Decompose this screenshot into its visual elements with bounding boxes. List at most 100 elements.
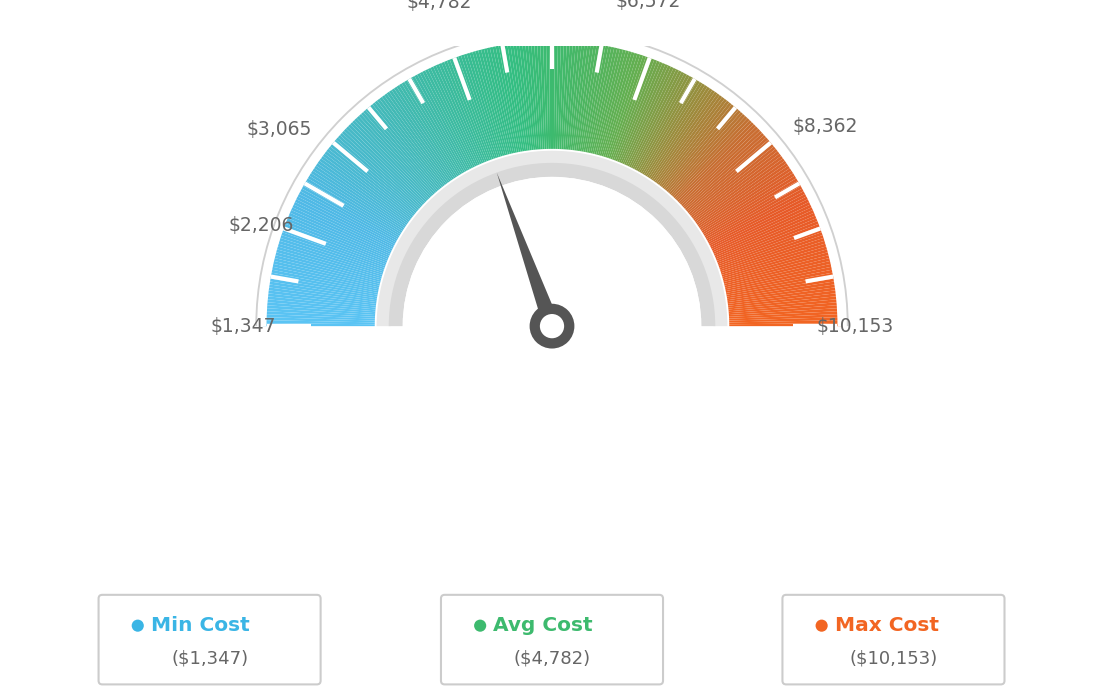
Wedge shape [647, 82, 710, 177]
Wedge shape [448, 55, 490, 161]
Wedge shape [459, 51, 497, 158]
Wedge shape [376, 150, 728, 326]
Wedge shape [290, 200, 392, 250]
Wedge shape [264, 299, 375, 311]
Wedge shape [726, 275, 837, 297]
Wedge shape [730, 323, 841, 326]
Wedge shape [297, 187, 396, 242]
Wedge shape [729, 308, 841, 317]
Wedge shape [639, 74, 697, 172]
Wedge shape [565, 38, 576, 150]
Text: $4,782: $4,782 [406, 0, 471, 12]
Text: $2,206: $2,206 [229, 216, 295, 235]
Text: ($4,782): ($4,782) [513, 649, 591, 667]
Wedge shape [424, 66, 475, 168]
Wedge shape [546, 37, 550, 149]
Wedge shape [720, 231, 826, 270]
Wedge shape [670, 111, 747, 196]
Wedge shape [607, 51, 645, 158]
Wedge shape [723, 251, 832, 282]
Wedge shape [681, 128, 765, 206]
Wedge shape [554, 37, 558, 149]
Wedge shape [552, 37, 555, 149]
Wedge shape [415, 70, 470, 170]
Wedge shape [719, 228, 825, 268]
Wedge shape [711, 197, 813, 249]
Wedge shape [346, 121, 426, 202]
Wedge shape [709, 190, 808, 244]
Wedge shape [265, 284, 376, 302]
FancyBboxPatch shape [783, 595, 1005, 684]
Wedge shape [705, 181, 804, 239]
Wedge shape [729, 293, 840, 308]
Wedge shape [608, 52, 647, 159]
Wedge shape [443, 57, 487, 162]
Text: $8,362: $8,362 [792, 117, 858, 137]
Wedge shape [386, 87, 453, 181]
Wedge shape [402, 77, 461, 175]
Wedge shape [724, 254, 832, 284]
Wedge shape [683, 132, 769, 209]
Wedge shape [580, 41, 601, 151]
Wedge shape [308, 168, 403, 231]
Wedge shape [680, 126, 763, 205]
FancyBboxPatch shape [98, 595, 320, 684]
Wedge shape [457, 52, 496, 159]
Wedge shape [284, 214, 389, 259]
Wedge shape [437, 59, 484, 164]
Wedge shape [566, 38, 580, 150]
Wedge shape [343, 124, 425, 204]
Wedge shape [305, 174, 402, 235]
Wedge shape [673, 115, 752, 198]
Wedge shape [277, 234, 384, 271]
Wedge shape [475, 47, 506, 155]
Wedge shape [265, 290, 376, 306]
Wedge shape [563, 37, 573, 149]
Wedge shape [327, 141, 415, 215]
Wedge shape [333, 135, 420, 210]
Wedge shape [725, 266, 836, 291]
Wedge shape [468, 48, 502, 157]
Wedge shape [693, 151, 784, 220]
Wedge shape [363, 106, 437, 192]
Wedge shape [672, 113, 750, 197]
Wedge shape [690, 144, 778, 216]
Wedge shape [480, 46, 510, 155]
Wedge shape [718, 226, 824, 266]
Wedge shape [270, 257, 380, 286]
Wedge shape [712, 200, 814, 250]
Wedge shape [428, 63, 478, 166]
Wedge shape [619, 59, 665, 163]
Wedge shape [698, 161, 792, 226]
Text: ($1,347): ($1,347) [171, 649, 248, 667]
Wedge shape [285, 211, 390, 257]
Circle shape [530, 304, 574, 348]
Wedge shape [583, 41, 606, 152]
Wedge shape [574, 39, 592, 150]
Wedge shape [498, 41, 521, 152]
Wedge shape [272, 254, 380, 284]
Wedge shape [729, 311, 841, 319]
Wedge shape [724, 260, 835, 288]
Wedge shape [291, 197, 393, 249]
Wedge shape [730, 320, 841, 324]
Wedge shape [272, 251, 381, 282]
Wedge shape [471, 48, 505, 156]
Wedge shape [571, 39, 585, 150]
Wedge shape [446, 56, 488, 161]
Wedge shape [421, 67, 474, 168]
Wedge shape [702, 174, 799, 235]
Wedge shape [725, 269, 836, 293]
Wedge shape [283, 217, 388, 261]
Wedge shape [696, 156, 788, 224]
Wedge shape [682, 130, 767, 208]
Wedge shape [675, 117, 754, 199]
Wedge shape [694, 154, 786, 222]
Wedge shape [392, 83, 456, 179]
Wedge shape [413, 71, 468, 171]
Wedge shape [293, 195, 394, 247]
Text: ($10,153): ($10,153) [849, 649, 937, 667]
Wedge shape [577, 40, 597, 151]
Wedge shape [463, 50, 499, 157]
Wedge shape [587, 43, 612, 152]
